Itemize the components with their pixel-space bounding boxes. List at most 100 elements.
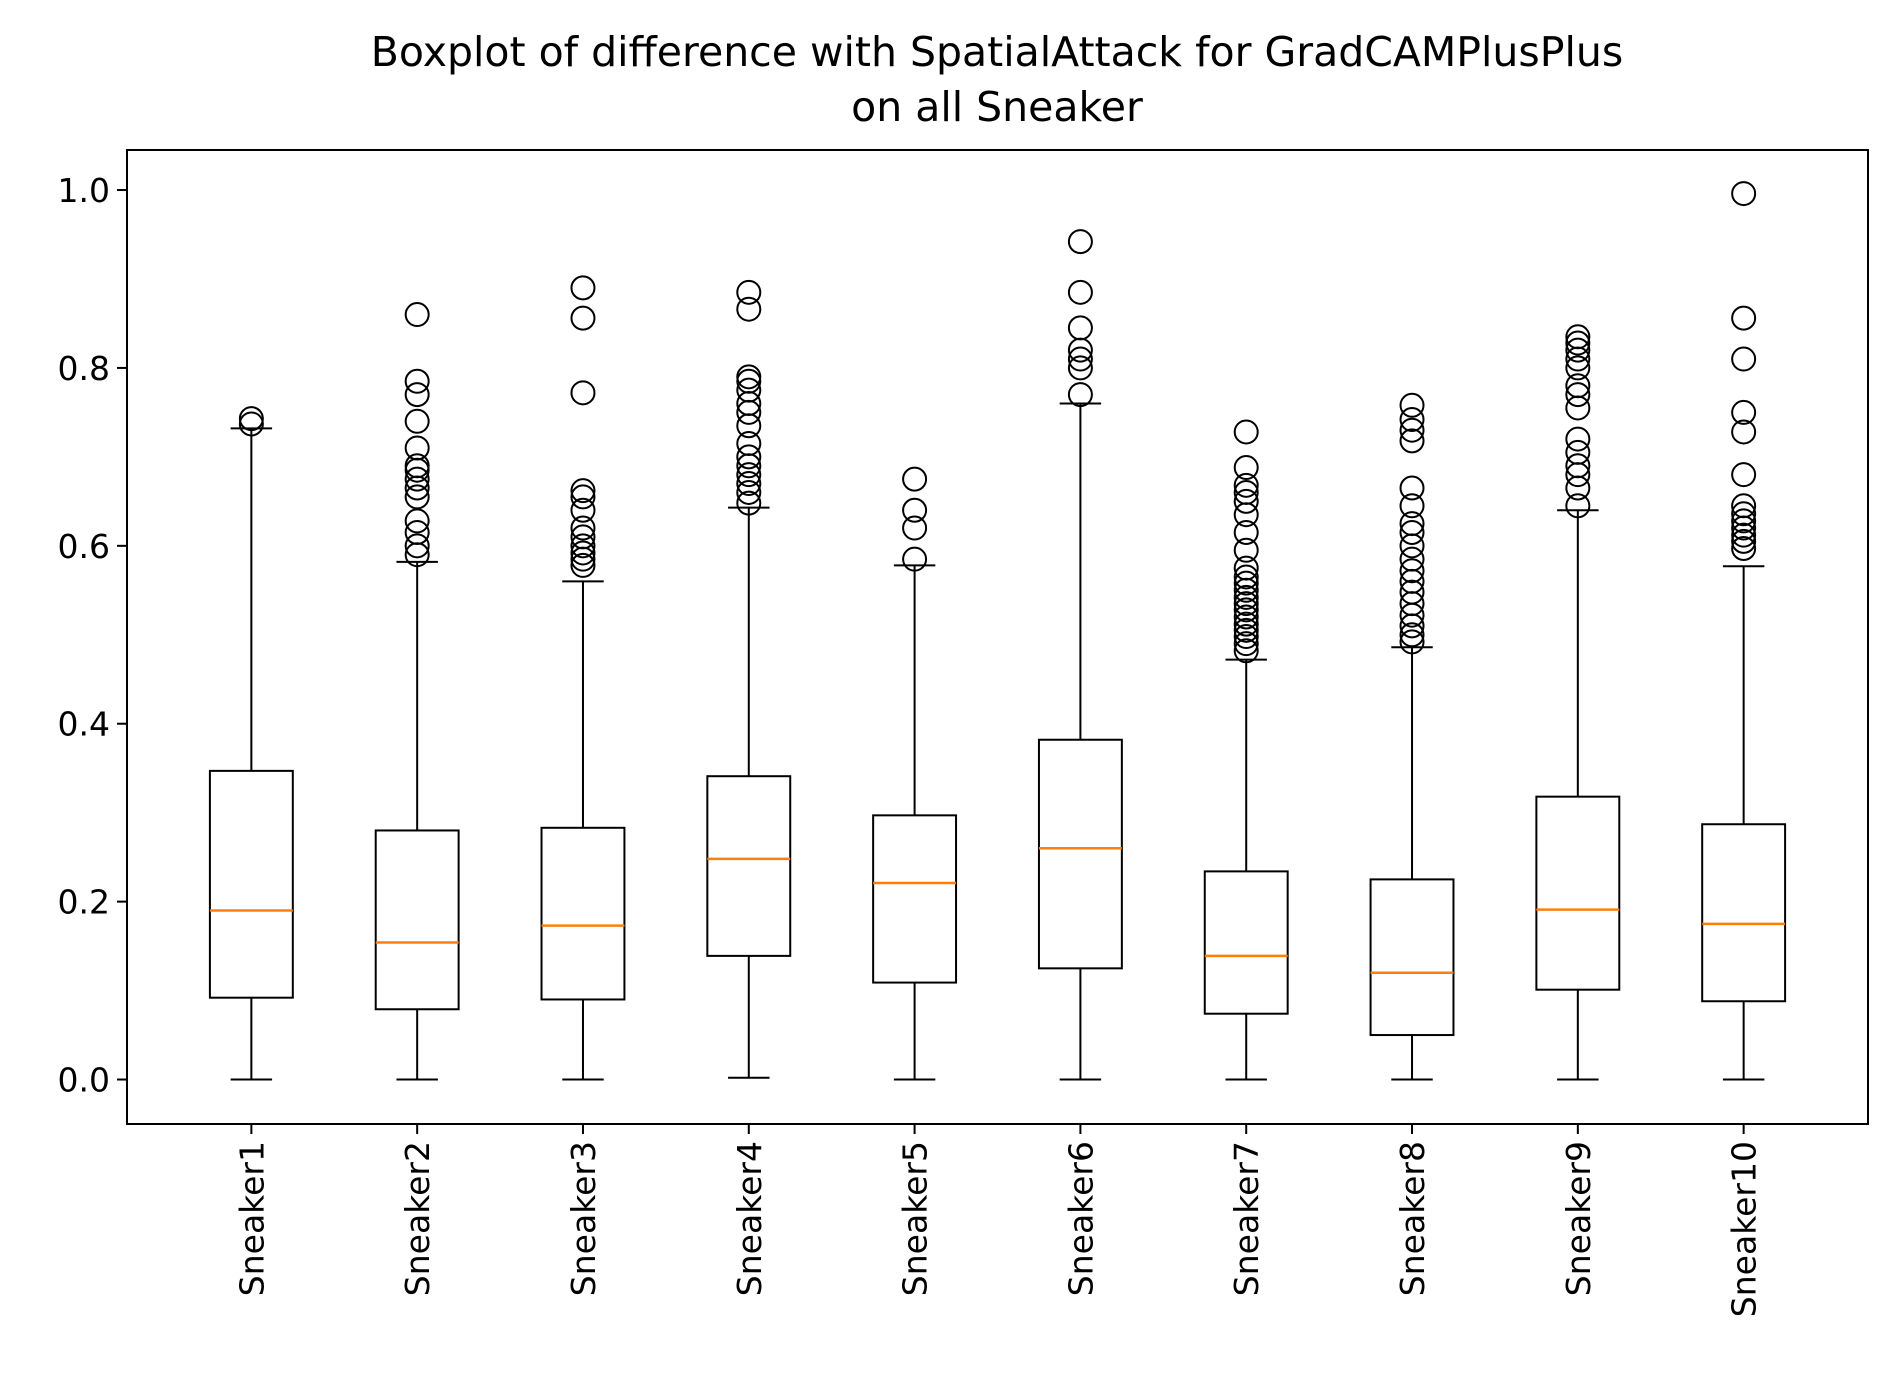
outlier-2-13 (404, 368, 430, 394)
outlier-5-2 (902, 515, 928, 541)
outlier-4-13 (736, 364, 762, 390)
outlier-6-5 (1067, 315, 1093, 341)
outlier-4-3 (736, 471, 762, 497)
outlier-9-12 (1565, 337, 1591, 363)
x-tick-label-10: Sneaker10 (1725, 1141, 1764, 1317)
x-tick-label-8: Sneaker8 (1393, 1141, 1432, 1296)
outlier-9-8 (1565, 382, 1591, 408)
outlier-7-5 (1233, 611, 1259, 637)
outlier-8-13 (1399, 493, 1425, 519)
box-8 (1369, 878, 1455, 1037)
outlier-8-6 (1399, 579, 1425, 605)
outlier-4-11 (736, 377, 762, 403)
outlier-2-11 (404, 408, 430, 434)
outlier-8-9 (1399, 546, 1425, 572)
plot-frame (126, 149, 1869, 1125)
outlier-9-14 (1565, 324, 1591, 350)
box-group-5 (872, 466, 958, 1081)
outlier-2-7 (404, 466, 430, 492)
outlier-4-6 (736, 444, 762, 470)
box-group-2 (374, 302, 460, 1081)
outlier-6-1 (1067, 382, 1093, 408)
outlier-7-8 (1233, 591, 1259, 617)
outlier-3-2 (570, 546, 596, 572)
outlier-9-2 (1565, 475, 1591, 501)
outlier-7-14 (1233, 537, 1259, 563)
x-tick-label-5: Sneaker5 (896, 1141, 935, 1296)
outlier-2-4 (404, 508, 430, 534)
boxes-layer (208, 181, 1787, 1081)
outlier-8-15 (1399, 428, 1425, 454)
x-tick-label-1: Sneaker1 (232, 1141, 271, 1296)
outlier-10-2 (1731, 528, 1757, 554)
outlier-4-4 (736, 462, 762, 488)
outlier-10-6 (1731, 501, 1757, 527)
outlier-4-1 (736, 490, 762, 516)
box-7 (1203, 870, 1289, 1015)
outlier-10-11 (1731, 346, 1757, 372)
outlier-7-6 (1233, 604, 1259, 630)
outlier-7-17 (1233, 488, 1259, 514)
outlier-7-19 (1233, 472, 1259, 498)
outlier-9-13 (1565, 330, 1591, 356)
outlier-6-2 (1067, 355, 1093, 381)
box-4 (706, 775, 792, 957)
outlier-10-3 (1731, 522, 1757, 548)
x-tick-label-3: Sneaker3 (564, 1141, 603, 1296)
outlier-10-5 (1731, 508, 1757, 534)
outlier-6-7 (1067, 229, 1093, 255)
x-tick-label-6: Sneaker6 (1061, 1141, 1100, 1296)
outlier-3-3 (570, 540, 596, 566)
outlier-10-1 (1731, 535, 1757, 561)
outlier-7-11 (1233, 570, 1259, 596)
outlier-8-14 (1399, 475, 1425, 501)
outlier-9-7 (1565, 395, 1591, 421)
y-tick-label-1: 0.0 (58, 1061, 110, 1100)
x-tick-label-4: Sneaker4 (730, 1141, 769, 1296)
outlier-3-9 (570, 478, 596, 504)
outlier-10-13 (1731, 181, 1757, 207)
box-1 (208, 769, 294, 999)
outlier-2-14 (404, 302, 430, 328)
outlier-4-8 (736, 413, 762, 439)
outlier-8-12 (1399, 511, 1425, 537)
y-axis: 0.0 0.2 0.4 0.6 0.8 1.0 (58, 171, 127, 1100)
y-tick-label-3: 0.4 (58, 705, 110, 744)
outlier-5-3 (902, 497, 928, 523)
outlier-3-11 (570, 305, 596, 331)
outlier-2-2 (404, 533, 430, 559)
outlier-9-4 (1565, 453, 1591, 479)
outlier-6-3 (1067, 346, 1093, 372)
outlier-7-13 (1233, 555, 1259, 581)
box-group-9 (1535, 324, 1621, 1081)
outlier-1-2 (238, 406, 264, 432)
outlier-7-15 (1233, 519, 1259, 545)
outlier-7-21 (1233, 419, 1259, 445)
y-tick-label-6: 1.0 (58, 171, 110, 210)
box-group-6 (1037, 229, 1123, 1081)
outlier-10-12 (1731, 305, 1757, 331)
outlier-9-1 (1565, 493, 1591, 519)
outlier-5-4 (902, 466, 928, 492)
outlier-3-8 (570, 484, 596, 510)
outlier-7-7 (1233, 597, 1259, 623)
outlier-3-1 (570, 552, 596, 578)
outlier-3-7 (570, 497, 596, 523)
outlier-8-2 (1399, 622, 1425, 648)
outlier-3-5 (570, 524, 596, 550)
outlier-9-10 (1565, 355, 1591, 381)
box-3 (540, 826, 626, 1001)
outlier-10-9 (1731, 419, 1757, 445)
outlier-6-6 (1067, 279, 1093, 305)
outlier-4-14 (736, 296, 762, 322)
box-group-4 (706, 279, 792, 1079)
chart-subtitle: on all Sneaker (851, 83, 1143, 131)
box-group-10 (1701, 181, 1787, 1081)
outlier-2-12 (404, 382, 430, 408)
outlier-9-5 (1565, 439, 1591, 465)
outlier-7-20 (1233, 455, 1259, 481)
outlier-5-1 (902, 546, 928, 572)
outlier-7-3 (1233, 624, 1259, 650)
outlier-3-12 (570, 275, 596, 301)
